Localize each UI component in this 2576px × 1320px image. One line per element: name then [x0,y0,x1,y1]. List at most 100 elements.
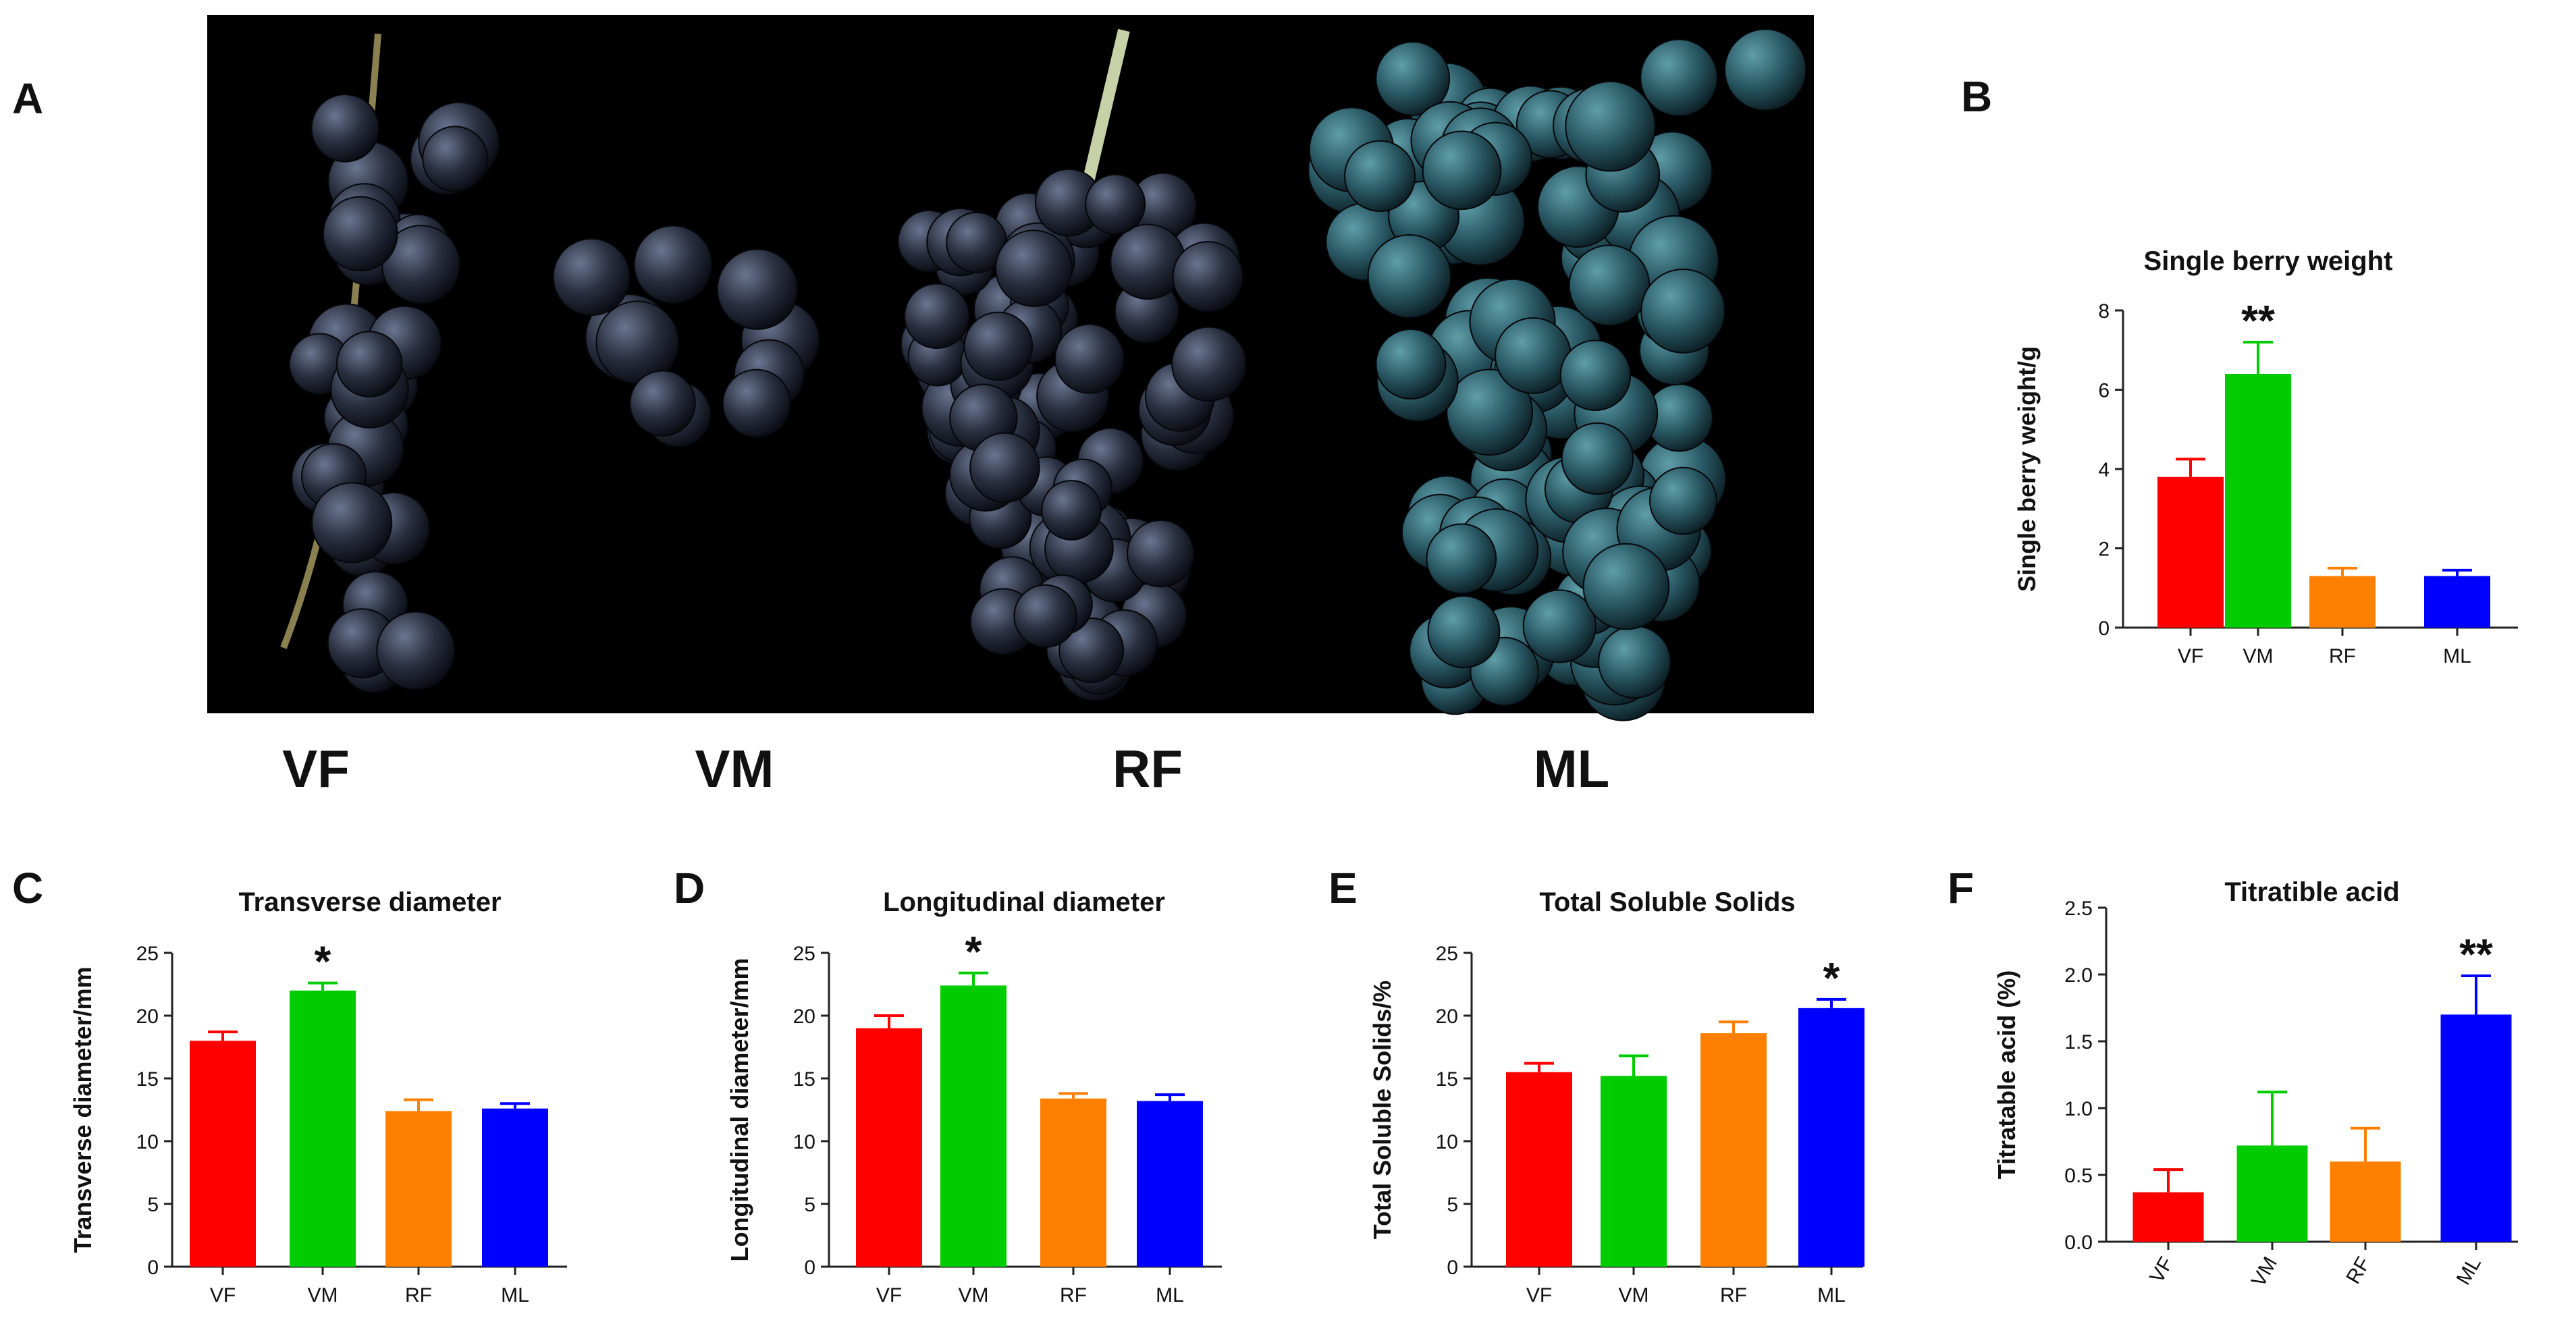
cluster-ml [1308,28,1807,721]
bar-ml [1137,1101,1203,1267]
x-tick-label: VF [210,1284,236,1307]
y-tick-label: 10 [793,1131,815,1153]
chart-e: Total Soluble Solids Total Soluble Solids… [1368,887,1864,1307]
cluster-rf [897,168,1247,701]
bar-vm [2225,374,2291,628]
y-tick-label: 8 [2098,300,2110,323]
x-tick-label: RF [2342,1253,2375,1288]
bar-vm [1601,1076,1667,1267]
bar-vm [2236,1145,2308,1242]
y-tick-label: 15 [1436,1068,1458,1091]
chart-f: Titratible acid Titratable acid (%) 0.0 0.5… [1993,877,2518,1290]
significance-marker: * [965,927,982,976]
y-tick-label: 0 [1447,1257,1458,1279]
y-tick-label: 20 [793,1006,815,1028]
y-tick-label: 0.0 [2064,1232,2093,1254]
bar-vm [940,985,1007,1267]
y-tick-label: 10 [1436,1131,1458,1153]
bar-ml [482,1108,548,1267]
bar-vf [856,1028,922,1267]
panel-letter-f: F [1948,864,1974,912]
panel-letter-d: D [674,864,705,912]
y-axis-label: Longitudinal diameter/mm [726,958,753,1261]
x-tick-label: VF [1526,1284,1552,1307]
x-tick-label: RF [405,1284,432,1307]
y-tick-label: 1.5 [2064,1031,2093,1053]
y-axis-label: Total Soluble Solids/% [1368,981,1396,1239]
charts: Single berry weight Single berry weight/g… [69,246,2518,1307]
bar-vf [2157,476,2224,628]
panel-letter-b: B [1961,72,1992,121]
y-tick-label: 5 [804,1194,815,1216]
y-tick-label: 4 [2098,459,2110,481]
y-tick-label: 0 [2098,617,2110,640]
bar-rf [385,1111,452,1267]
y-tick-label: 5 [1447,1194,1458,1216]
photo-label-vm: VM [695,739,774,798]
x-tick-label: RF [1060,1284,1087,1307]
chart-title: Transverse diameter [238,887,501,917]
bar-ml [1798,1008,1864,1267]
significance-marker: * [1823,954,1840,1002]
bar-vm [290,990,356,1267]
panel-a: A VF VM RF ML [12,15,1814,798]
y-tick-label: 20 [1436,1006,1458,1028]
x-tick-label: ML [1817,1284,1846,1307]
x-tick-label: ML [1156,1284,1184,1307]
bar-rf [2309,576,2376,628]
significance-marker: ** [2241,296,2275,345]
x-tick-label: VF [2145,1253,2178,1287]
bar-ml [2424,576,2490,628]
x-tick-label: VF [2178,645,2203,667]
y-tick-label: 20 [136,1006,159,1028]
chart-d: Longitudinal diameter Longitudinal diamet… [726,887,1222,1307]
x-tick-label: ML [501,1284,529,1307]
x-tick-label: VF [876,1284,902,1307]
x-tick-label: RF [2329,645,2356,667]
significance-marker: * [315,937,331,986]
x-tick-label: ML [2452,1253,2486,1289]
y-axis-label: Titratable acid (%) [1993,970,2020,1179]
y-tick-label: 25 [136,943,159,965]
y-tick-label: 2.5 [2064,898,2093,920]
bar-vf [190,1041,256,1267]
y-tick-label: 5 [147,1194,159,1216]
y-tick-label: 15 [793,1068,815,1091]
bar-vf [2132,1192,2204,1242]
y-tick-label: 6 [2098,380,2110,402]
x-tick-label: VM [2247,1253,2282,1290]
y-tick-label: 2 [2098,539,2110,561]
y-tick-label: 2.0 [2064,964,2093,987]
grape-clusters-photo [280,28,1807,721]
chart-c: Transverse diameter Transverse diameter/m… [69,887,567,1307]
chart-title: Titratible acid [2224,877,2399,907]
bar-vf [1506,1072,1572,1267]
y-tick-label: 1.0 [2064,1098,2093,1120]
x-tick-label: VM [959,1284,989,1307]
x-tick-label: ML [2443,645,2471,667]
chart-title: Single berry weight [2144,246,2393,276]
x-tick-label: VM [2243,645,2274,667]
x-tick-label: VM [308,1284,338,1307]
y-tick-label: 0 [804,1257,815,1279]
cluster-vf [288,94,500,694]
bar-rf [2330,1161,2401,1242]
y-tick-label: 25 [1436,943,1458,965]
panel-letter-c: C [12,864,43,912]
y-tick-label: 0 [147,1257,159,1279]
y-tick-label: 25 [793,943,815,965]
bar-rf [1040,1098,1106,1267]
y-tick-label: 15 [136,1068,159,1091]
cluster-vm [552,225,820,448]
y-axis-label: Transverse diameter/mm [69,966,97,1253]
significance-marker: ** [2459,930,2493,979]
chart-title: Total Soluble Solids [1539,887,1795,917]
photo-label-rf: RF [1112,739,1183,798]
panel-letter-a: A [12,74,43,123]
chart-title: Longitudinal diameter [883,887,1165,917]
x-tick-label: VM [1619,1284,1649,1307]
photo-label-ml: ML [1534,739,1610,798]
bar-rf [1700,1033,1767,1267]
x-tick-label: RF [1720,1284,1747,1307]
